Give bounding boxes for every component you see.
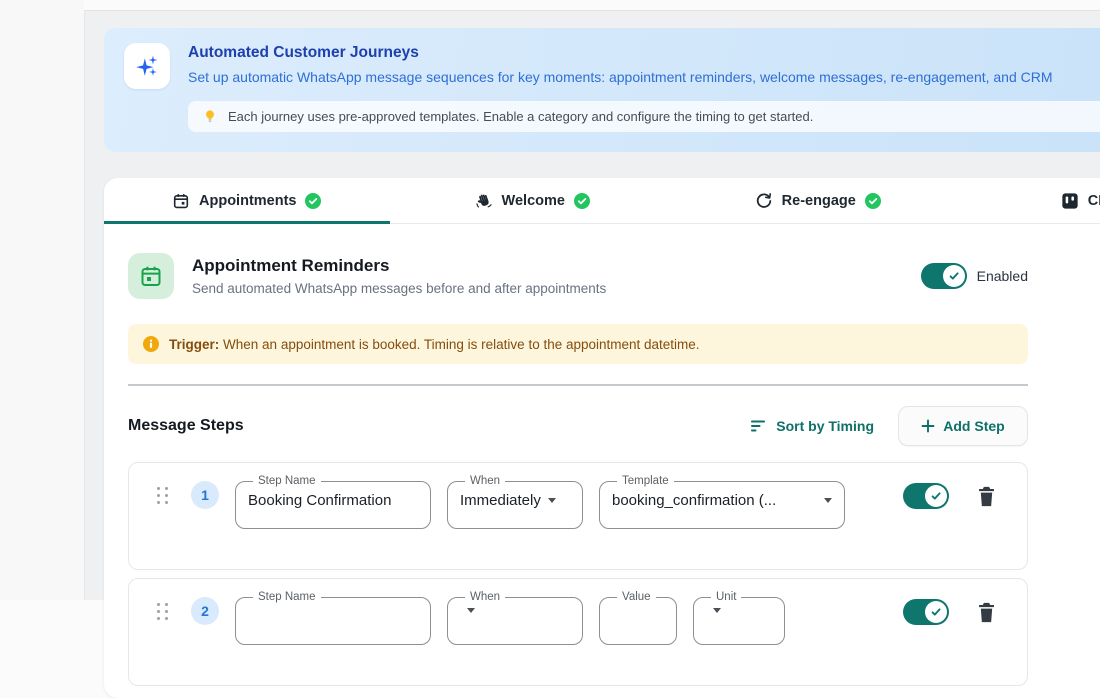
journey-header: Appointment Reminders Send automated Wha… [128, 252, 1028, 299]
trigger-info-bar: Trigger: When an appointment is booked. … [128, 324, 1028, 364]
journeys-card: Appointments Welcome [104, 178, 1100, 698]
sort-by-timing-button[interactable]: Sort by Timing [751, 418, 874, 434]
journey-enabled-toggle[interactable] [921, 263, 967, 289]
tab-label: CRM [1088, 193, 1100, 209]
plus-icon [921, 419, 935, 433]
category-tabs: Appointments Welcome [104, 178, 1100, 224]
tab-re-engage[interactable]: Re-engage [675, 178, 961, 223]
tab-label: Re-engage [782, 193, 856, 209]
banner-title: Automated Customer Journeys [188, 44, 419, 62]
kanban-icon [1061, 192, 1079, 210]
journey-enable-control: Enabled [921, 263, 1028, 289]
toggle-knob [925, 485, 947, 507]
step-fields: Step Name Booking Confirmation When Imme… [235, 476, 845, 529]
template-label: Template [617, 476, 674, 488]
step-enabled-toggle[interactable] [903, 483, 949, 509]
template-value: booking_confirmation (... [612, 492, 776, 509]
journey-subtitle: Send automated WhatsApp messages before … [192, 281, 606, 296]
journey-titles: Appointment Reminders Send automated Wha… [192, 256, 606, 296]
tab-welcome[interactable]: Welcome [390, 178, 676, 223]
chevron-down-icon [713, 608, 721, 613]
when-select[interactable]: Immediately [460, 488, 570, 509]
trash-icon [976, 601, 997, 624]
drag-handle-icon[interactable] [157, 603, 168, 620]
template-select[interactable]: booking_confirmation (... [612, 488, 832, 509]
sort-label: Sort by Timing [776, 418, 874, 434]
waving-hand-icon [475, 192, 493, 210]
info-circle-icon [143, 336, 159, 352]
when-label: When [465, 592, 505, 604]
delete-step-button[interactable] [975, 485, 997, 509]
check-circle-icon [865, 193, 881, 209]
banner-subtitle: Set up automatic WhatsApp message sequen… [188, 69, 1053, 85]
when-value: Immediately [460, 492, 541, 509]
section-divider [128, 384, 1028, 386]
check-circle-icon [305, 193, 321, 209]
unit-select[interactable] [706, 604, 772, 613]
add-step-button[interactable]: Add Step [898, 406, 1028, 446]
when-label: When [465, 476, 505, 488]
step-name-input[interactable] [248, 604, 418, 608]
journeys-banner: Automated Customer Journeys Set up autom… [104, 28, 1100, 152]
calendar-icon [172, 192, 190, 210]
sort-icon [751, 419, 768, 433]
tip-bar: Each journey uses pre-approved templates… [188, 101, 1100, 132]
chevron-down-icon [467, 608, 475, 613]
toggle-knob [943, 265, 965, 287]
step-enabled-toggle[interactable] [903, 599, 949, 625]
chevron-down-icon [548, 498, 556, 503]
journey-title: Appointment Reminders [192, 256, 606, 276]
trigger-description: When an appointment is booked. Timing is… [223, 337, 700, 352]
add-step-label: Add Step [943, 418, 1004, 434]
step-name-label: Step Name [253, 592, 321, 604]
step-row-actions [903, 463, 997, 509]
tab-label: Appointments [199, 193, 296, 209]
step-number-badge: 1 [191, 481, 219, 509]
step-row-2: 2 Step Name When Value [128, 578, 1028, 686]
delete-step-button[interactable] [975, 601, 997, 625]
message-steps-title: Message Steps [128, 417, 244, 435]
when-field[interactable]: When Immediately [447, 476, 583, 529]
when-select[interactable] [460, 604, 570, 613]
lightbulb-icon [202, 108, 218, 125]
value-label: Value [617, 592, 656, 604]
sparkles-icon [124, 43, 170, 89]
toggle-knob [925, 601, 947, 623]
step-name-input[interactable]: Booking Confirmation [248, 488, 418, 509]
tab-panel-appointments: Appointment Reminders Send automated Wha… [128, 252, 1028, 686]
check-circle-icon [574, 193, 590, 209]
step-name-label: Step Name [253, 476, 321, 488]
tab-crm[interactable]: CRM [961, 178, 1100, 223]
chevron-down-icon [824, 498, 832, 503]
tip-text: Each journey uses pre-approved templates… [228, 109, 813, 124]
left-margin-strip [0, 0, 84, 600]
template-field[interactable]: Template booking_confirmation (... [599, 476, 845, 529]
refresh-icon [755, 192, 773, 210]
message-steps-header: Message Steps Sort by Timing Add Step [128, 406, 1028, 446]
tab-label: Welcome [502, 193, 565, 209]
enabled-label: Enabled [977, 268, 1028, 284]
unit-label: Unit [711, 592, 741, 604]
trigger-label: Trigger: [169, 337, 219, 352]
calendar-icon-green [128, 253, 174, 299]
trigger-text: Trigger: When an appointment is booked. … [169, 337, 700, 352]
value-input[interactable] [612, 604, 664, 608]
trash-icon [976, 485, 997, 508]
tab-appointments[interactable]: Appointments [104, 178, 390, 223]
step-number-badge: 2 [191, 597, 219, 625]
drag-handle-icon[interactable] [157, 487, 168, 504]
step-row-1: 1 Step Name Booking Confirmation When Im… [128, 462, 1028, 570]
step-row-actions [903, 579, 997, 625]
step-name-field[interactable]: Step Name Booking Confirmation [235, 476, 431, 529]
